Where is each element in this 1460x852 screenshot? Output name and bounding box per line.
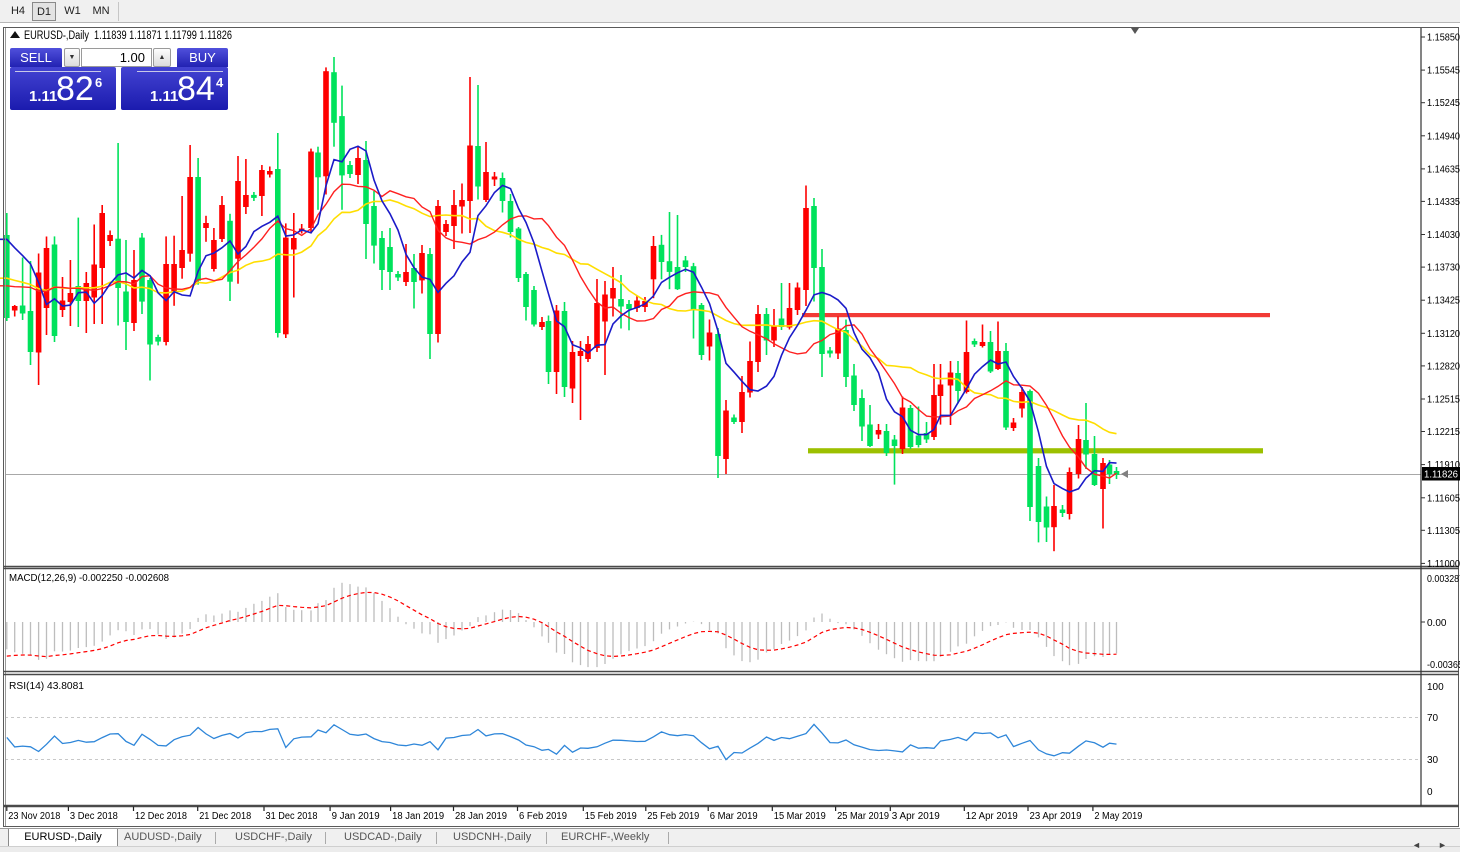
svg-text:0.003287: 0.003287 [1427, 574, 1460, 585]
svg-text:21 Dec 2018: 21 Dec 2018 [199, 811, 251, 822]
svg-text:1.12515: 1.12515 [1427, 395, 1460, 406]
svg-text:1.13730: 1.13730 [1427, 263, 1460, 274]
svg-text:1.12215: 1.12215 [1427, 427, 1460, 438]
svg-text:70: 70 [1427, 713, 1439, 724]
svg-text:1.11305: 1.11305 [1427, 526, 1460, 537]
svg-text:31 Dec 2018: 31 Dec 2018 [266, 811, 318, 822]
svg-text:1.12820: 1.12820 [1427, 361, 1460, 372]
svg-text:23 Nov 2018: 23 Nov 2018 [8, 811, 60, 822]
svg-text:1.15545: 1.15545 [1427, 66, 1460, 77]
svg-text:1.14940: 1.14940 [1427, 131, 1460, 142]
svg-text:1.13120: 1.13120 [1427, 329, 1460, 340]
svg-text:15 Mar 2019: 15 Mar 2019 [774, 811, 826, 822]
svg-text:1.11826: 1.11826 [1424, 470, 1458, 481]
svg-text:1.14335: 1.14335 [1427, 197, 1460, 208]
svg-text:18 Jan 2019: 18 Jan 2019 [392, 811, 444, 822]
svg-text:25 Mar 2019: 25 Mar 2019 [837, 811, 889, 822]
svg-text:12 Apr 2019: 12 Apr 2019 [966, 811, 1018, 822]
svg-text:25 Feb 2019: 25 Feb 2019 [647, 811, 699, 822]
svg-text:MACD(12,26,9) -0.002250 -0.002: MACD(12,26,9) -0.002250 -0.002608 [9, 572, 169, 584]
svg-text:28 Jan 2019: 28 Jan 2019 [455, 811, 507, 822]
svg-text:0: 0 [1427, 787, 1433, 798]
svg-text:0.00: 0.00 [1427, 618, 1447, 629]
svg-text:1.14635: 1.14635 [1427, 164, 1460, 175]
svg-text:3 Dec 2018: 3 Dec 2018 [70, 811, 118, 822]
svg-text:9 Jan 2019: 9 Jan 2019 [332, 811, 380, 822]
svg-text:2 May 2019: 2 May 2019 [1094, 811, 1142, 822]
svg-text:3 Apr 2019: 3 Apr 2019 [892, 811, 940, 822]
svg-text:1.11910: 1.11910 [1427, 460, 1460, 471]
svg-text:12 Dec 2018: 12 Dec 2018 [135, 811, 187, 822]
svg-text:100: 100 [1427, 682, 1444, 693]
svg-text:1.15245: 1.15245 [1427, 98, 1460, 109]
svg-text:1.11000: 1.11000 [1427, 559, 1460, 570]
svg-text:1.15850: 1.15850 [1427, 33, 1460, 44]
svg-text:EURUSD-,Daily 1.11839 1.11871: EURUSD-,Daily 1.11839 1.11871 1.11799 1.… [24, 30, 232, 42]
svg-text:RSI(14) 43.8081: RSI(14) 43.8081 [9, 680, 84, 692]
svg-text:6 Feb 2019: 6 Feb 2019 [519, 811, 567, 822]
svg-text:1.13425: 1.13425 [1427, 296, 1460, 307]
svg-text:23 Apr 2019: 23 Apr 2019 [1030, 811, 1082, 822]
svg-text:1.11605: 1.11605 [1427, 493, 1460, 504]
svg-text:1.14030: 1.14030 [1427, 230, 1460, 241]
svg-text:6 Mar 2019: 6 Mar 2019 [710, 811, 758, 822]
svg-text:15 Feb 2019: 15 Feb 2019 [585, 811, 637, 822]
svg-text:-0.00365: -0.00365 [1427, 660, 1460, 671]
svg-text:30: 30 [1427, 755, 1439, 766]
